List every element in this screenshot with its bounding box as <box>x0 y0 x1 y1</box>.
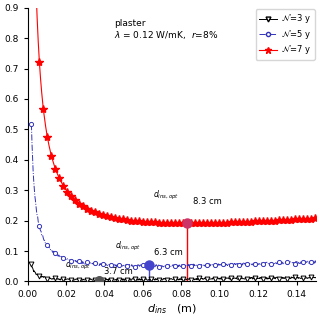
X-axis label: $d_{ins}$   (m): $d_{ins}$ (m) <box>147 302 196 316</box>
Text: plaster
$\lambda$ = 0.12 W/mK,  $r$=8%: plaster $\lambda$ = 0.12 W/mK, $r$=8% <box>114 19 218 41</box>
Text: $d_{ins,opt}$: $d_{ins,opt}$ <box>115 240 141 253</box>
Legend: $\mathcal{N}$=3 y, $\mathcal{N}$=5 y, $\mathcal{N}$=7 y: $\mathcal{N}$=3 y, $\mathcal{N}$=5 y, $\… <box>256 9 315 60</box>
Text: $d_{ins,opt}$: $d_{ins,opt}$ <box>153 189 180 202</box>
Text: 3.7 cm: 3.7 cm <box>104 267 133 276</box>
Text: 6.3 cm: 6.3 cm <box>155 248 183 258</box>
Text: $d_{ins,opt}$: $d_{ins,opt}$ <box>65 259 91 272</box>
Text: 8.3 cm: 8.3 cm <box>193 197 221 206</box>
